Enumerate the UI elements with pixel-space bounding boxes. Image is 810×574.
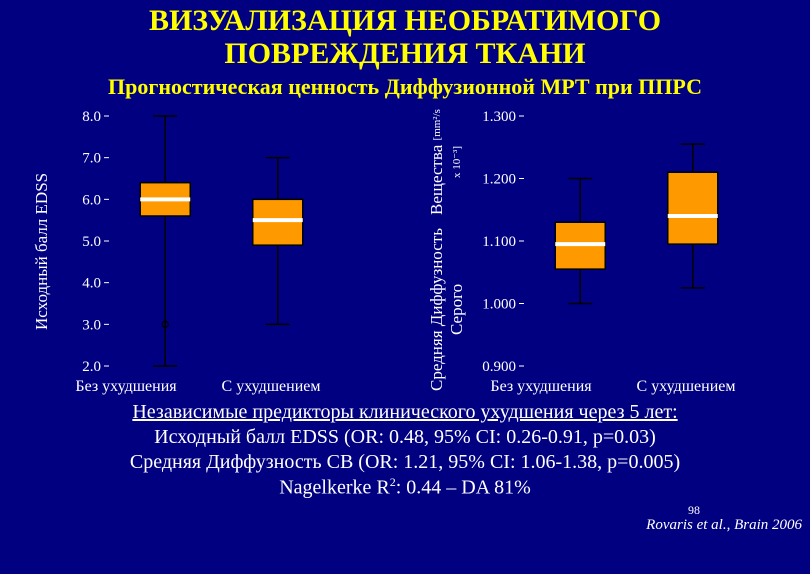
- title-line2: ПОВРЕЖДЕНИЯ ТКАНИ: [0, 37, 810, 70]
- svg-text:7.0: 7.0: [82, 151, 101, 167]
- boxplot-left: 8.0 7.0 6.0 5.0 4.0 3.0 2.0: [54, 106, 344, 376]
- subtitle: Прогностическая ценность Диффузионной МР…: [0, 74, 810, 100]
- chart-right: Средняя Диффузность Серого Вещества [mm²…: [427, 106, 779, 396]
- title-line1: ВИЗУАЛИЗАЦИЯ НЕОБРАТИМОГО: [0, 4, 810, 37]
- svg-text:1.300: 1.300: [482, 109, 516, 125]
- svg-text:4.0: 4.0: [82, 276, 101, 292]
- chart-left-cat0: Без ухудшения: [54, 378, 199, 396]
- chart-left: Исходный балл EDSS 8.0 7.0 6.0 5.0 4.0 3.0 2.0…: [32, 106, 384, 396]
- chart-right-cat1: С ухудшением: [614, 378, 759, 396]
- svg-text:1.200: 1.200: [482, 172, 516, 188]
- chart-right-ylabel: Средняя Диффузность Серого Вещества [mm²…: [427, 106, 467, 396]
- ref-number: 98: [688, 503, 700, 518]
- svg-text:0.900: 0.900: [482, 359, 516, 375]
- bottom-text: Независимые предикторы клинического ухуд…: [0, 400, 810, 501]
- svg-text:8.0: 8.0: [82, 109, 101, 125]
- chart-left-ylabel: Исходный балл EDSS: [32, 106, 52, 396]
- chart-right-cat0: Без ухудшения: [469, 378, 614, 396]
- svg-text:3.0: 3.0: [82, 317, 101, 333]
- svg-text:1.000: 1.000: [482, 297, 516, 313]
- svg-text:2.0: 2.0: [82, 359, 101, 375]
- chart-left-cat1: С ухудшением: [199, 378, 344, 396]
- boxplot-right: 1.300 1.200 1.100 1.000 0.900: [469, 106, 759, 376]
- svg-text:1.100: 1.100: [482, 234, 516, 250]
- svg-text:6.0: 6.0: [82, 192, 101, 208]
- svg-text:5.0: 5.0: [82, 234, 101, 250]
- citation: Rovaris et al., Brain 2006: [646, 517, 802, 534]
